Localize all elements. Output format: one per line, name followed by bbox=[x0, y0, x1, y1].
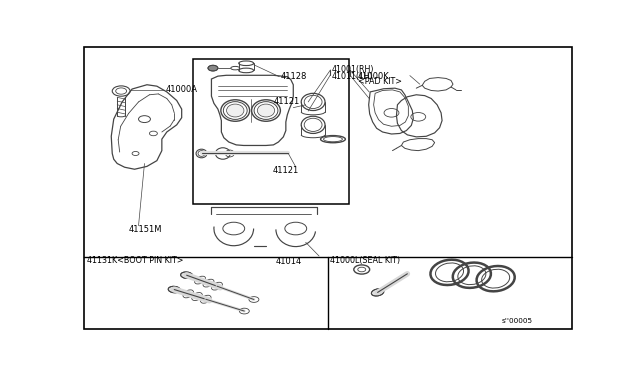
Text: 41121: 41121 bbox=[273, 166, 299, 175]
Bar bbox=[193, 59, 349, 203]
Ellipse shape bbox=[371, 289, 384, 296]
Text: 41000A: 41000A bbox=[166, 85, 198, 94]
Circle shape bbox=[208, 65, 218, 71]
Text: 41001(RH): 41001(RH) bbox=[332, 65, 374, 74]
Ellipse shape bbox=[180, 272, 193, 279]
Ellipse shape bbox=[227, 104, 244, 117]
Text: 41151M: 41151M bbox=[129, 225, 162, 234]
Text: 41000K: 41000K bbox=[358, 72, 390, 81]
Text: 41128: 41128 bbox=[281, 72, 307, 81]
Text: 41121: 41121 bbox=[273, 97, 300, 106]
Ellipse shape bbox=[257, 104, 275, 117]
Text: 41011(LH): 41011(LH) bbox=[332, 72, 373, 81]
Text: <PAD KIT>: <PAD KIT> bbox=[358, 77, 402, 86]
Ellipse shape bbox=[168, 286, 180, 293]
Text: 41014: 41014 bbox=[276, 257, 302, 266]
Text: 41000L(SEAL KIT): 41000L(SEAL KIT) bbox=[330, 256, 401, 265]
Text: 41131K<BOOT PIN KIT>: 41131K<BOOT PIN KIT> bbox=[88, 256, 184, 265]
Text: s''00005: s''00005 bbox=[502, 318, 532, 324]
